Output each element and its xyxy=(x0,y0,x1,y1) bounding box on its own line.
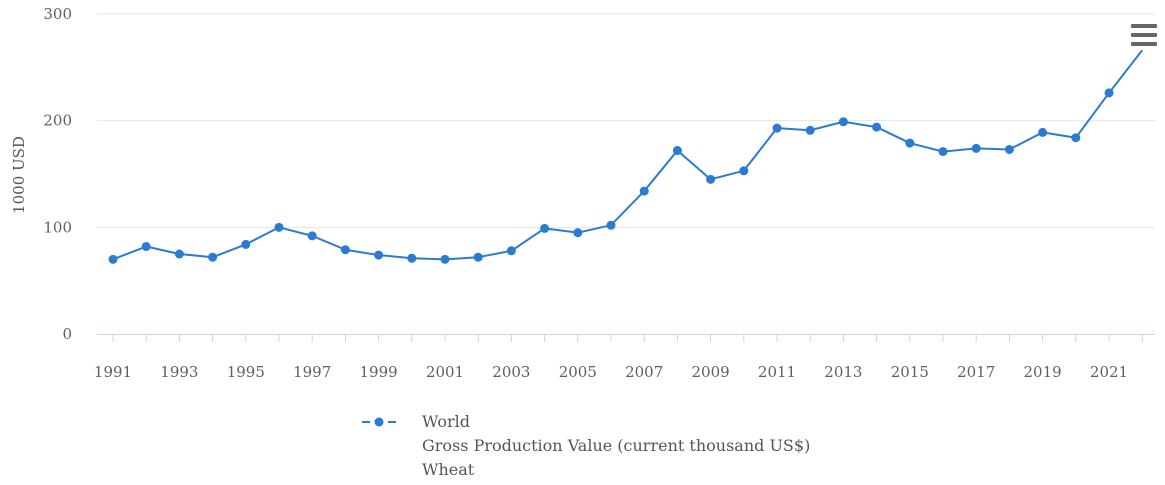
data-point[interactable] xyxy=(838,117,848,127)
data-point[interactable] xyxy=(174,249,184,259)
legend-symbol-icon xyxy=(362,417,396,427)
x-tick-label: 2011 xyxy=(758,363,796,381)
data-point[interactable] xyxy=(706,174,716,184)
x-tick-label: 1999 xyxy=(360,363,398,381)
data-point[interactable] xyxy=(208,252,218,262)
x-tick-label: 2013 xyxy=(824,363,862,381)
data-point[interactable] xyxy=(938,147,948,157)
data-point[interactable] xyxy=(374,250,384,260)
hamburger-menu-icon[interactable] xyxy=(1131,24,1157,46)
x-axis: 1991 1993 1995 1997 1999 2001 2003 2005 2007 2009… xyxy=(94,334,1155,381)
data-point[interactable] xyxy=(1104,88,1114,98)
data-point[interactable] xyxy=(540,223,550,233)
x-tick-label: 1995 xyxy=(227,363,265,381)
x-tick-label: 2017 xyxy=(957,363,995,381)
x-tick-label: 1997 xyxy=(293,363,331,381)
data-point[interactable] xyxy=(905,138,915,148)
data-point[interactable] xyxy=(274,222,284,232)
legend-indicator: Gross Production Value (current thousand… xyxy=(422,436,811,455)
x-tick-label: 1993 xyxy=(160,363,198,381)
x-tick-label: 2005 xyxy=(559,363,597,381)
menu-bar-icon xyxy=(1131,42,1157,46)
y-tick-label: 200 xyxy=(43,112,72,130)
data-point[interactable] xyxy=(1004,144,1014,154)
data-point[interactable] xyxy=(639,186,649,196)
x-tick-label: 2003 xyxy=(492,363,530,381)
y-tick-label: 0 xyxy=(62,325,72,343)
x-tick-label: 2009 xyxy=(692,363,730,381)
y-tick-label: 300 xyxy=(43,5,72,23)
menu-bar-icon xyxy=(1131,33,1157,37)
y-tick-label: 100 xyxy=(43,218,72,236)
data-point[interactable] xyxy=(307,231,317,241)
data-point[interactable] xyxy=(971,143,981,153)
data-point[interactable] xyxy=(340,245,350,255)
x-tick-label: 2019 xyxy=(1024,363,1062,381)
data-point[interactable] xyxy=(1071,133,1081,143)
data-point[interactable] xyxy=(805,125,815,135)
data-point[interactable] xyxy=(506,246,516,256)
x-tick-label: 2007 xyxy=(625,363,663,381)
legend-series-name: World xyxy=(422,412,470,431)
data-point[interactable] xyxy=(606,220,616,230)
data-point[interactable] xyxy=(739,166,749,176)
series-world xyxy=(108,49,1143,264)
y-axis: 0 100 200 300 xyxy=(43,5,72,343)
data-point[interactable] xyxy=(573,228,583,238)
data-point[interactable] xyxy=(440,254,450,264)
data-point[interactable] xyxy=(141,242,151,252)
x-tick-label: 1991 xyxy=(94,363,132,381)
data-point[interactable] xyxy=(473,252,483,262)
x-tick-label: 2001 xyxy=(426,363,464,381)
data-point[interactable] xyxy=(872,122,882,132)
data-point[interactable] xyxy=(241,239,251,249)
data-point[interactable] xyxy=(772,123,782,133)
data-point[interactable] xyxy=(672,146,682,156)
y-axis-label: 1000 USD xyxy=(10,136,28,214)
legend-text: World Gross Production Value (current th… xyxy=(422,410,942,482)
series-line xyxy=(112,49,1143,261)
grid-lines xyxy=(97,13,1155,228)
x-tick-label: 2021 xyxy=(1090,363,1128,381)
menu-bar-icon xyxy=(1131,24,1157,28)
x-tick-label: 2015 xyxy=(891,363,929,381)
data-point[interactable] xyxy=(108,254,118,264)
data-point[interactable] xyxy=(407,253,417,263)
legend-item: Wheat xyxy=(422,460,475,479)
data-point[interactable] xyxy=(1038,127,1048,137)
